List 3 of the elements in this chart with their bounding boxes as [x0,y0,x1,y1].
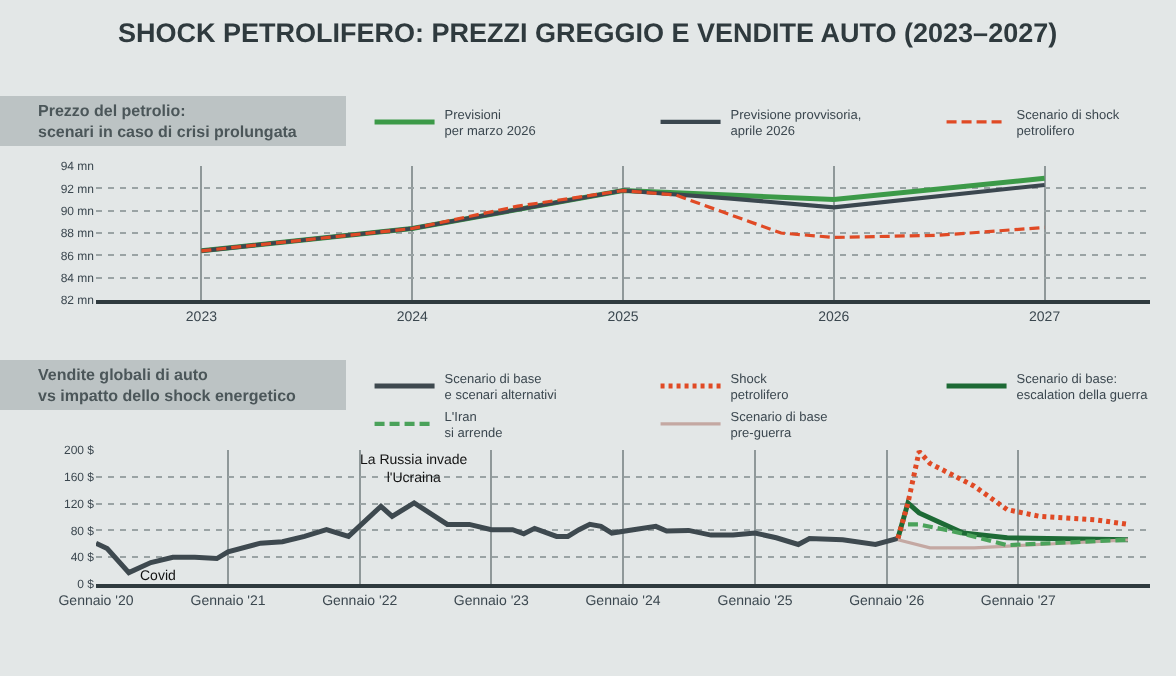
chart-title: SHOCK PETROLIFERO: PREZZI GREGGIO E VENDITE AUTO (2023–2027) [118,18,1058,48]
chart-title: Vendite globali di auto vs impatto dello shock energetico [38,366,297,405]
chart-subtitle: Prezzo del petrolio: scenari in caso di crisi prolungata [38,102,298,141]
